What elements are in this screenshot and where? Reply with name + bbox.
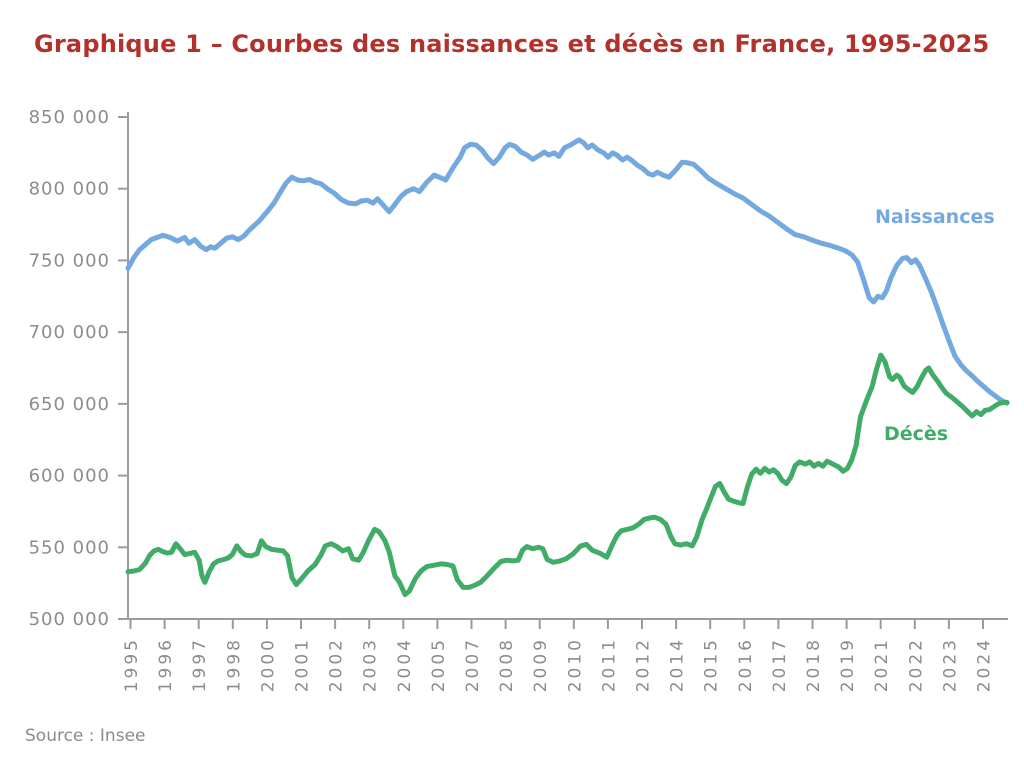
y-tick-label: 800 000 <box>29 179 110 200</box>
x-tick-label: 2017 <box>770 637 790 692</box>
y-tick-label: 850 000 <box>29 107 110 128</box>
x-tick-label: 2011 <box>599 637 619 692</box>
x-tick-label: 2002 <box>327 637 347 692</box>
x-tick-label: 2010 <box>565 637 585 692</box>
source-note: Source : Insee <box>25 726 146 746</box>
y-tick-label: 750 000 <box>29 250 110 271</box>
x-tick-label: 1997 <box>190 637 210 692</box>
deces-line <box>125 352 1010 598</box>
x-tick-label: 1996 <box>156 637 176 692</box>
naissances-line <box>125 137 1010 406</box>
x-tick-label: 2001 <box>293 637 313 692</box>
x-tick-label: 2004 <box>395 637 415 692</box>
chart-title: Graphique 1 – Courbes des naissances et … <box>34 30 990 58</box>
y-tick-label: 650 000 <box>29 394 110 415</box>
x-tick-label: 2009 <box>531 637 551 692</box>
x-tick-label: 2008 <box>497 637 517 692</box>
x-tick-label: 2007 <box>463 637 483 692</box>
x-tick-label: 2022 <box>906 637 926 692</box>
y-tick-label: 500 000 <box>29 609 110 630</box>
x-tick-label: 2005 <box>429 637 449 692</box>
x-tick-label: 2019 <box>838 637 858 692</box>
x-tick-label: 2016 <box>736 637 756 692</box>
x-tick-label: 2003 <box>361 637 381 692</box>
y-tick-label: 550 000 <box>29 537 110 558</box>
x-tick-label: 2012 <box>634 637 654 692</box>
series-label-naissances: Naissances <box>875 206 995 228</box>
x-tick-label: 2018 <box>804 637 824 692</box>
x-tick-label: 1998 <box>224 637 244 692</box>
x-tick-label: 2023 <box>940 637 960 692</box>
series-label-deces: Décès <box>884 423 949 445</box>
x-tick-label: 1995 <box>122 637 142 692</box>
x-tick-label: 2000 <box>258 637 278 692</box>
y-tick-label: 600 000 <box>29 466 110 487</box>
x-tick-label: 2015 <box>702 637 722 692</box>
x-tick-label: 2024 <box>975 637 995 692</box>
x-tick-label: 2014 <box>668 637 688 692</box>
y-tick-label: 700 000 <box>29 322 110 343</box>
x-tick-label: 2021 <box>872 637 892 692</box>
